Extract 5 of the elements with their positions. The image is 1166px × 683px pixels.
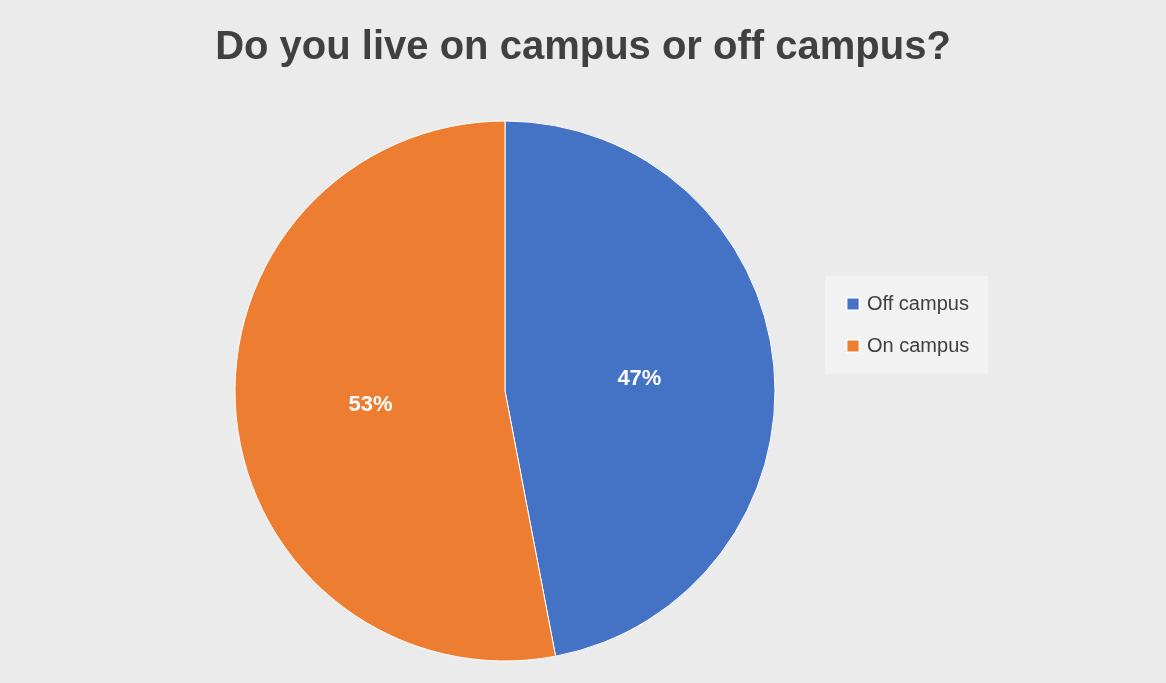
chart-title: Do you live on campus or off campus?	[215, 23, 951, 67]
legend-label: Off campus	[867, 292, 969, 314]
data-label: 47%	[617, 365, 662, 391]
legend-label: On campus	[867, 334, 970, 356]
data-label: 53%	[348, 390, 393, 416]
